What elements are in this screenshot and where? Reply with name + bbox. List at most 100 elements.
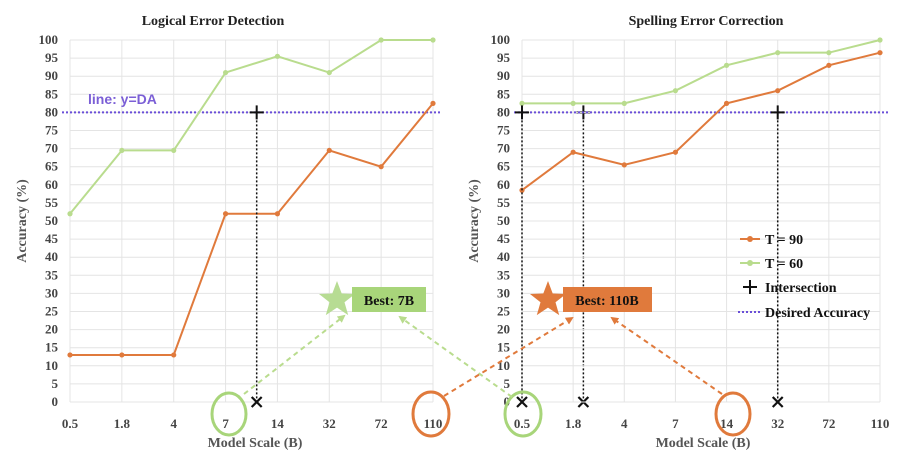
chart2-title: Spelling Error Correction (629, 14, 784, 29)
data-point (67, 211, 73, 217)
series-line-t60 (69, 39, 433, 215)
best-7b-box (352, 287, 426, 312)
chart2-xlabel: Model Scale (B) (656, 436, 751, 451)
x-tick-label: 72 (375, 416, 388, 431)
y-tick-label: 5 (52, 376, 59, 391)
y-tick-label: 55 (45, 195, 59, 210)
data-point (326, 69, 332, 76)
chart1-title: Logical Error Detection (142, 14, 285, 29)
chart1-ylabel: Accuracy (%) (15, 179, 30, 263)
data-point (519, 100, 525, 106)
x-tick-label: 14 (271, 416, 285, 431)
x-tick-label: 110 (871, 416, 890, 431)
y-tick-label: 55 (497, 195, 511, 210)
chart2-ylabel: Accuracy (%) (467, 179, 482, 263)
y-tick-label: 90 (45, 68, 58, 83)
intersection-x-marker (516, 396, 528, 408)
y-tick-label: 35 (497, 267, 511, 282)
x-tick-label: 7 (672, 416, 679, 431)
plus-icon (743, 280, 757, 294)
data-point (672, 88, 679, 94)
data-point (430, 37, 436, 43)
y-tick-label: 80 (45, 104, 58, 119)
y-tick-label: 95 (497, 50, 511, 65)
y-tick-label: 30 (497, 285, 510, 300)
x-tick-label: 110 (424, 416, 443, 431)
y-tick-label: 25 (497, 304, 511, 319)
best-7b-label: Best: 7B (364, 294, 414, 309)
y-tick-label: 70 (45, 141, 58, 156)
logical-error-detection-chart: 0510152025303540455055606570758085909510… (39, 32, 591, 431)
data-point (877, 50, 883, 56)
data-point (67, 352, 73, 358)
x-tick-label: 32 (771, 416, 784, 431)
y-tick-label: 50 (497, 213, 510, 228)
best-7b-badge: Best: 7B (319, 281, 426, 316)
intersection-x-marker (250, 396, 263, 408)
data-point (826, 50, 832, 56)
y-tick-label: 0 (52, 394, 59, 409)
x-tick-label: 1.8 (114, 416, 131, 431)
best-110b-circle-left (411, 390, 451, 438)
y-tick-label: 85 (497, 86, 511, 101)
data-point (222, 69, 229, 76)
x-tick-label: 14 (720, 416, 734, 431)
y-tick-label: 10 (45, 358, 58, 373)
y-tick-label: 95 (45, 50, 59, 65)
y-tick-label: 40 (497, 249, 510, 264)
chart1-xlabel: Model Scale (B) (208, 436, 303, 451)
x-tick-label: 1.8 (565, 416, 582, 431)
series-line-t90 (70, 102, 434, 356)
best-7b-circle (210, 391, 248, 437)
y-tick-label: 65 (45, 159, 59, 174)
data-point (672, 149, 679, 155)
data-point (378, 164, 384, 170)
y-tick-label: 75 (45, 123, 59, 138)
star-icon (319, 281, 355, 316)
desired-line-label: line: y=DA (88, 91, 157, 107)
x-tick-label: 7 (222, 416, 229, 431)
legend-t90-marker (747, 236, 753, 242)
y-tick-label: 85 (45, 86, 59, 101)
data-point (119, 352, 125, 358)
y-tick-label: 100 (491, 32, 511, 47)
x-tick-label: 4 (621, 416, 628, 431)
data-point (570, 100, 576, 106)
data-point (570, 149, 576, 155)
legend-intersection-label: Intersection (765, 281, 837, 296)
intersection-x-marker (771, 396, 784, 408)
legend-desired-label: Desired Accuracy (765, 306, 870, 321)
y-tick-label: 5 (504, 376, 511, 391)
data-point (326, 147, 332, 154)
y-tick-label: 30 (45, 285, 58, 300)
y-tick-label: 35 (45, 267, 59, 282)
y-tick-label: 15 (45, 340, 59, 355)
pointer-arrow (610, 316, 723, 395)
data-point (378, 37, 384, 43)
star-icon (530, 281, 566, 316)
data-point (119, 147, 125, 154)
y-tick-label: 50 (45, 213, 58, 228)
data-point (274, 53, 281, 59)
series-line-t60 (522, 39, 881, 105)
y-tick-label: 70 (497, 141, 510, 156)
x-tick-label: 72 (822, 416, 835, 431)
spelling-error-correction-chart: 0510152025303540455055606570758085909510… (491, 32, 890, 431)
data-point (621, 162, 627, 168)
data-point (274, 211, 281, 217)
pointer-arrow (243, 314, 346, 395)
legend: T = 90 T = 60 Intersection Desired Accur… (738, 233, 870, 321)
legend-t60-label: T = 60 (765, 257, 803, 272)
data-point (222, 211, 229, 217)
data-point (826, 62, 832, 68)
x-tick-label: 32 (323, 416, 336, 431)
y-tick-label: 20 (497, 322, 510, 337)
y-tick-label: 75 (497, 123, 511, 138)
data-point (775, 88, 781, 94)
data-point (171, 352, 177, 358)
data-point (430, 100, 436, 106)
y-tick-label: 100 (39, 32, 59, 47)
intersection-0.5-circle (503, 390, 543, 438)
best-110b-box (563, 287, 652, 312)
